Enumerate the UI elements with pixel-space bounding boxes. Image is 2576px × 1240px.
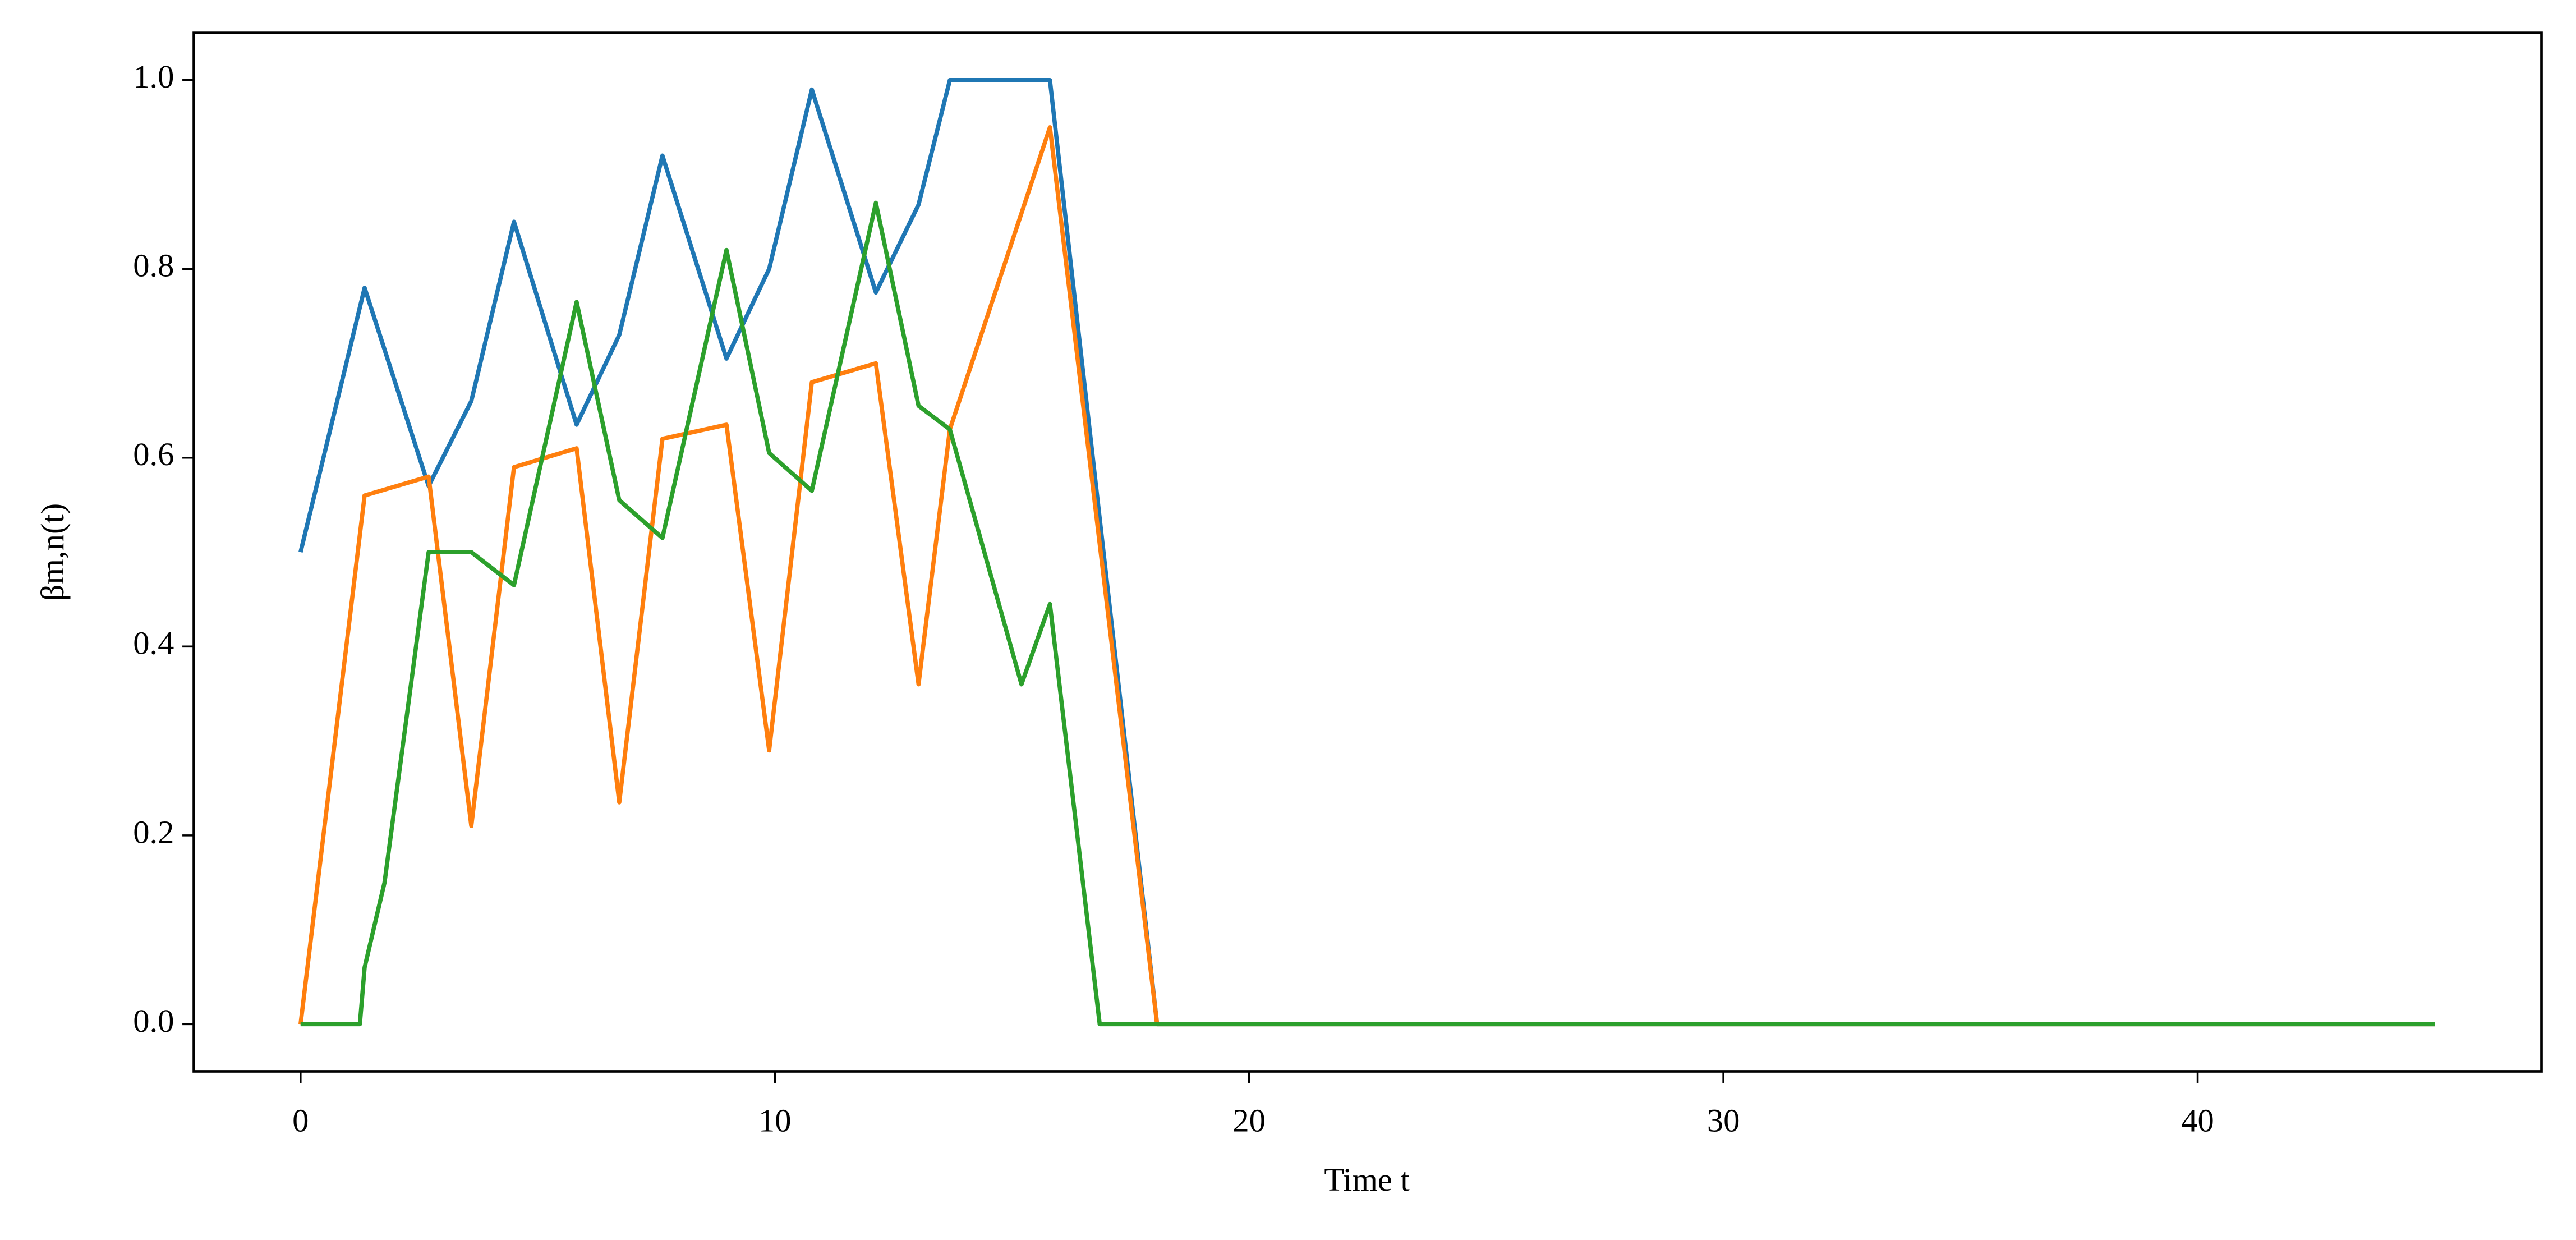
y-axis-label: βm,n(t) bbox=[34, 503, 71, 601]
x-axis-label: Time t bbox=[1324, 1161, 1409, 1198]
series-line bbox=[300, 200, 2435, 1027]
x-tick-label: 30 bbox=[1707, 1103, 1740, 1139]
x-tick-label: 20 bbox=[1232, 1103, 1266, 1139]
series-line bbox=[298, 77, 2435, 1027]
y-tick-label: 0.8 bbox=[133, 247, 174, 284]
y-tick-label: 0.0 bbox=[133, 1003, 174, 1039]
x-tick-label: 10 bbox=[758, 1103, 792, 1139]
x-tick-label: 0 bbox=[292, 1103, 309, 1139]
plot-frame bbox=[192, 31, 2543, 1073]
y-tick-label: 0.6 bbox=[133, 436, 174, 472]
x-tick-label: 40 bbox=[2181, 1103, 2214, 1139]
y-tick-label: 1.0 bbox=[133, 58, 174, 95]
y-tick-label: 0.2 bbox=[133, 814, 174, 850]
series-line bbox=[298, 125, 2435, 1027]
y-tick-label: 0.4 bbox=[133, 625, 174, 662]
